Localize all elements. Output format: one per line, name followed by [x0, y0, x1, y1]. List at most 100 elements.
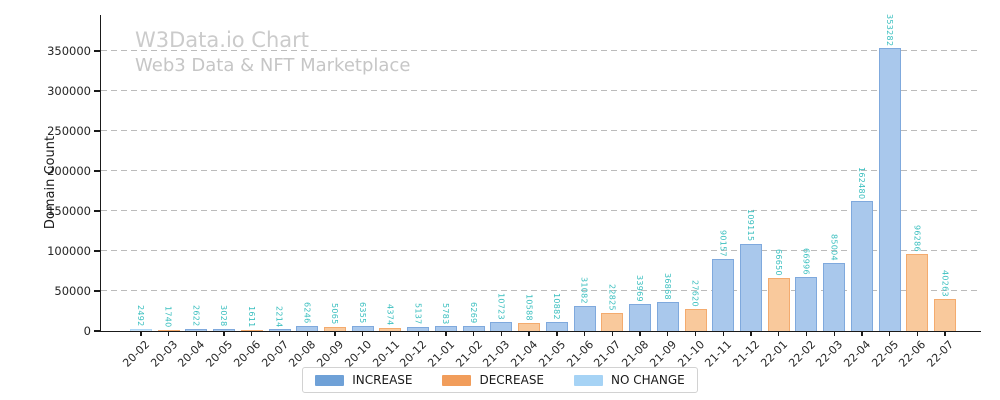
bar-value-label: 2492 [135, 305, 145, 328]
gridline [101, 209, 981, 211]
y-tick-label: 150000 [47, 204, 91, 218]
bar-increase [185, 328, 208, 331]
y-tick-label: 200000 [47, 164, 91, 178]
bar-increase [740, 243, 762, 331]
bar-value-label: 1740 [163, 306, 173, 328]
x-tick-mark [750, 331, 752, 336]
x-tick-mark [362, 331, 364, 336]
bar-decrease [934, 298, 957, 331]
bar-increase [878, 48, 901, 331]
bar-value-label: 109115 [746, 209, 756, 242]
bar-decrease [684, 308, 707, 331]
x-tick-mark [694, 331, 697, 336]
bar-value-label: 90157 [718, 229, 728, 257]
y-tick-label: 50000 [54, 284, 91, 298]
x-tick-label: 20-03 [148, 338, 180, 370]
y-axis-label: Domain Count [43, 135, 59, 230]
x-tick-label: 21-08 [619, 338, 652, 370]
x-tick-label: 20-08 [286, 338, 319, 370]
x-tick-label: 20-12 [397, 338, 430, 370]
bar-value-label: 27620 [690, 279, 700, 307]
bar-no_change [129, 329, 152, 331]
bar-value-label: 6246 [302, 302, 312, 325]
y-tick-mark [94, 250, 100, 252]
y-tick-mark [94, 170, 100, 172]
bar-value-label: 33969 [635, 274, 645, 302]
bar-increase [629, 303, 652, 331]
bar-value-label: 36868 [662, 272, 672, 300]
plot-area: 0 50000 100000 150000 200000 250000 300000 3500… [47, 14, 981, 370]
x-tick-label: 21-09 [647, 338, 680, 370]
y-tick-mark [94, 90, 100, 92]
x-tick-mark [500, 331, 503, 336]
x-tick-mark [944, 331, 946, 336]
x-tick-label: 22-02 [785, 338, 818, 370]
bar-increase [850, 201, 873, 331]
legend-swatch-no_change [574, 374, 604, 386]
bar-decrease [379, 327, 402, 331]
x-tick-mark [445, 331, 447, 336]
x-tick-mark [195, 331, 198, 336]
bar-decrease [767, 277, 790, 331]
bar-value-label: 1611 [246, 306, 256, 328]
bar-value-label: 85004 [829, 234, 839, 261]
bar-value-label: 4374 [385, 303, 395, 326]
bar-value-label: 96286 [912, 225, 922, 252]
bar-increase [490, 322, 513, 331]
x-tick-mark [888, 331, 891, 336]
y-tick-mark [94, 130, 100, 132]
legend-item-no_change: NO CHANGE [574, 373, 685, 387]
x-tick-mark [223, 331, 225, 336]
x-tick-mark [278, 331, 281, 336]
x-tick-mark [722, 331, 724, 336]
legend-item-decrease: DECREASE [442, 373, 544, 387]
gridline [101, 49, 981, 51]
x-tick-label: 22-07 [924, 338, 957, 370]
bar-increase [656, 301, 679, 331]
x-tick-label: 20-02 [120, 338, 153, 370]
bar-value-label: 5065 [330, 303, 340, 325]
x-tick-label: 20-09 [314, 338, 347, 370]
x-tick-mark [472, 331, 475, 336]
x-tick-mark [306, 331, 308, 336]
bar-value-label: 22825 [607, 283, 617, 311]
bar-decrease [157, 329, 180, 331]
x-tick-mark [528, 331, 530, 336]
x-tick-mark [639, 331, 641, 336]
x-tick-mark [583, 331, 586, 336]
x-tick-label: 20-06 [231, 338, 264, 370]
y-tick-label: 300000 [47, 84, 91, 98]
x-tick-mark [334, 331, 336, 336]
x-tick-label: 20-10 [342, 338, 374, 370]
x-tick-label: 21-04 [508, 338, 541, 370]
bar-decrease [518, 322, 541, 331]
bar-increase [407, 326, 430, 331]
x-tick-mark [916, 331, 919, 336]
x-tick-label: 21-07 [591, 338, 624, 370]
bar-value-label: 162480 [857, 166, 867, 200]
x-tick-label: 21-01 [425, 338, 458, 370]
bar-value-label: 3028 [219, 305, 229, 327]
bar-value-label: 10882 [551, 293, 561, 321]
y-tick-label: 0 [83, 324, 91, 338]
x-tick-label: 21-10 [674, 338, 707, 370]
chart-subtitle: Web3 Data & NFT Marketplace [135, 55, 411, 76]
bar-increase [213, 328, 236, 331]
x-tick-mark [611, 331, 614, 336]
y-tick-label: 250000 [47, 124, 91, 138]
bar-increase [573, 306, 596, 331]
legend-label: INCREASE [352, 373, 413, 387]
gridline [101, 249, 981, 251]
bar-increase [462, 326, 485, 331]
bar-decrease [240, 329, 263, 331]
x-tick-label: 21-02 [453, 338, 485, 370]
bar-value-label: 10723 [496, 293, 506, 321]
bar-increase [296, 326, 319, 331]
bar-value-label: 2214 [274, 305, 284, 328]
y-tick-mark [94, 290, 100, 292]
bar-value-label: 6355 [357, 302, 367, 324]
x-tick-label: 22-01 [758, 338, 790, 370]
legend: INCREASE DECREASE NO CHANGE [302, 367, 698, 393]
bar-value-label: 5137 [413, 303, 423, 325]
